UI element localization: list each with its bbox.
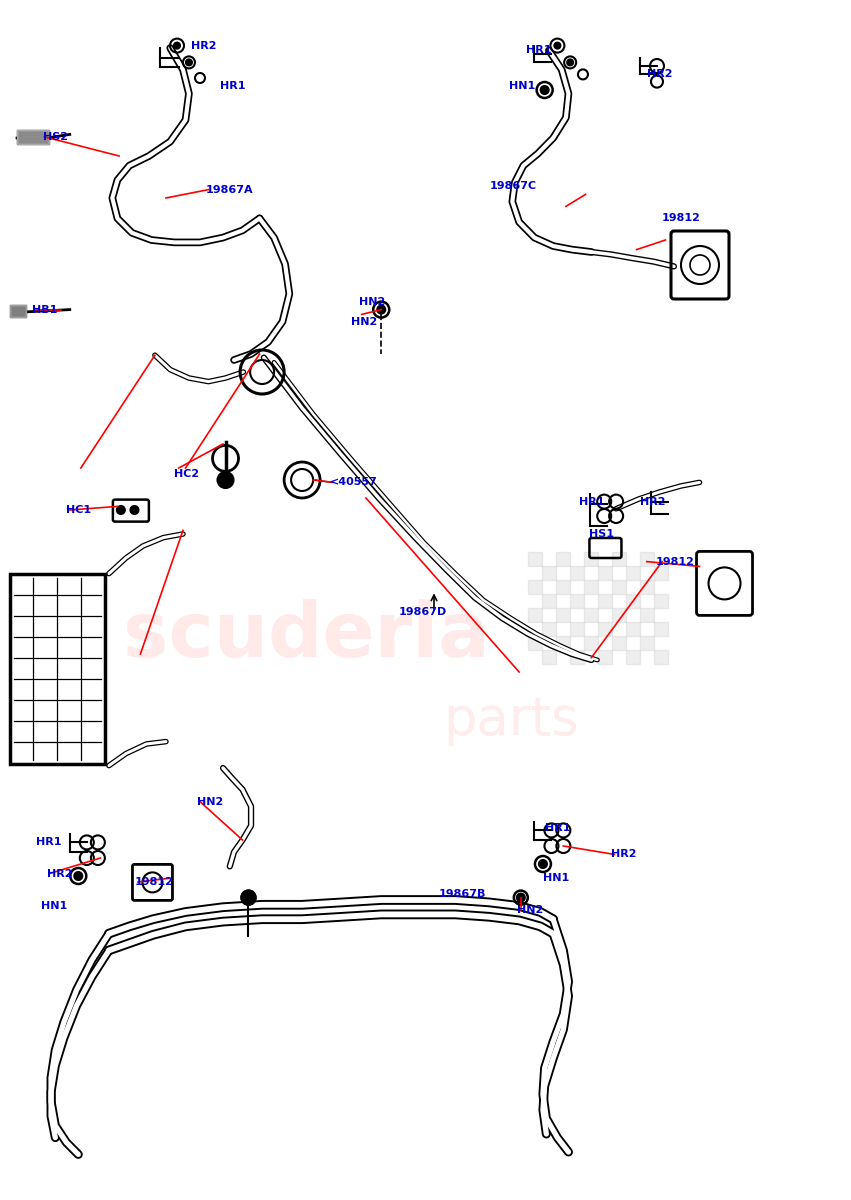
Bar (10, 574, 106, 763)
Circle shape (540, 86, 549, 94)
Bar (528, 580, 541, 594)
Text: 19812: 19812 (655, 557, 694, 566)
Text: HN1: HN1 (509, 82, 535, 91)
Bar (612, 608, 625, 622)
Text: HN1: HN1 (543, 874, 569, 883)
Circle shape (186, 59, 192, 65)
Bar (528, 608, 541, 622)
Bar (625, 594, 640, 608)
Bar (625, 622, 640, 636)
Bar (556, 580, 569, 594)
Bar (612, 636, 625, 650)
Circle shape (74, 872, 83, 880)
Bar (569, 622, 584, 636)
Text: HR1: HR1 (579, 497, 604, 506)
Text: HR1: HR1 (36, 838, 61, 847)
Bar (556, 608, 569, 622)
Text: 19867A: 19867A (206, 185, 254, 194)
Circle shape (130, 506, 139, 514)
Bar (640, 580, 654, 594)
Bar (612, 580, 625, 594)
Text: 19867C: 19867C (489, 181, 536, 191)
Bar (654, 594, 668, 608)
Bar (597, 594, 612, 608)
Text: <40557: <40557 (330, 478, 378, 487)
Bar (569, 650, 584, 664)
Bar (10, 305, 26, 317)
Bar (541, 566, 556, 580)
Bar (654, 650, 668, 664)
Bar (612, 552, 625, 566)
Text: HB1: HB1 (32, 305, 58, 314)
Text: parts: parts (443, 694, 579, 746)
Bar (625, 566, 640, 580)
Bar (584, 608, 597, 622)
Bar (528, 552, 541, 566)
Bar (654, 566, 668, 580)
Bar (597, 650, 612, 664)
Text: HC1: HC1 (66, 505, 92, 515)
Bar (640, 552, 654, 566)
Bar (584, 580, 597, 594)
Circle shape (554, 42, 561, 48)
Text: HN2: HN2 (517, 905, 544, 914)
Text: HR2: HR2 (191, 41, 217, 50)
Bar (569, 566, 584, 580)
Text: HN2: HN2 (351, 317, 377, 326)
Text: 19812: 19812 (662, 214, 701, 223)
Bar (597, 622, 612, 636)
Bar (584, 552, 597, 566)
Bar (541, 594, 556, 608)
Bar (17, 130, 49, 144)
Text: HS1: HS1 (589, 529, 614, 539)
Bar (625, 650, 640, 664)
Text: scuderia: scuderia (123, 599, 489, 673)
Bar (541, 650, 556, 664)
Text: HR1: HR1 (545, 823, 570, 833)
Text: 19812: 19812 (134, 877, 174, 887)
Text: 19867D: 19867D (398, 607, 447, 617)
Bar (640, 636, 654, 650)
Text: 19867B: 19867B (438, 889, 486, 899)
Circle shape (242, 890, 255, 905)
Circle shape (218, 472, 233, 488)
Bar (584, 636, 597, 650)
Bar (640, 608, 654, 622)
Text: HR2: HR2 (611, 850, 637, 859)
Bar (541, 622, 556, 636)
Circle shape (567, 59, 574, 65)
Bar (597, 566, 612, 580)
Text: HN1: HN1 (41, 901, 67, 911)
Text: HS2: HS2 (43, 132, 67, 142)
Bar (556, 552, 569, 566)
Text: HR2: HR2 (647, 70, 672, 79)
Bar (556, 636, 569, 650)
Text: HN2: HN2 (197, 797, 224, 806)
Bar (17, 130, 49, 144)
Text: HC2: HC2 (174, 469, 200, 479)
Circle shape (377, 306, 386, 313)
Text: HR2: HR2 (47, 869, 72, 878)
Bar (654, 622, 668, 636)
Text: HR2: HR2 (640, 497, 665, 506)
Circle shape (174, 42, 180, 48)
Circle shape (539, 860, 547, 868)
Bar (569, 594, 584, 608)
Text: HR1: HR1 (526, 46, 551, 55)
Text: HR1: HR1 (220, 82, 245, 91)
Text: HN2: HN2 (359, 298, 386, 307)
Circle shape (517, 894, 525, 901)
Circle shape (117, 506, 125, 514)
Bar (10, 305, 26, 317)
Bar (528, 636, 541, 650)
